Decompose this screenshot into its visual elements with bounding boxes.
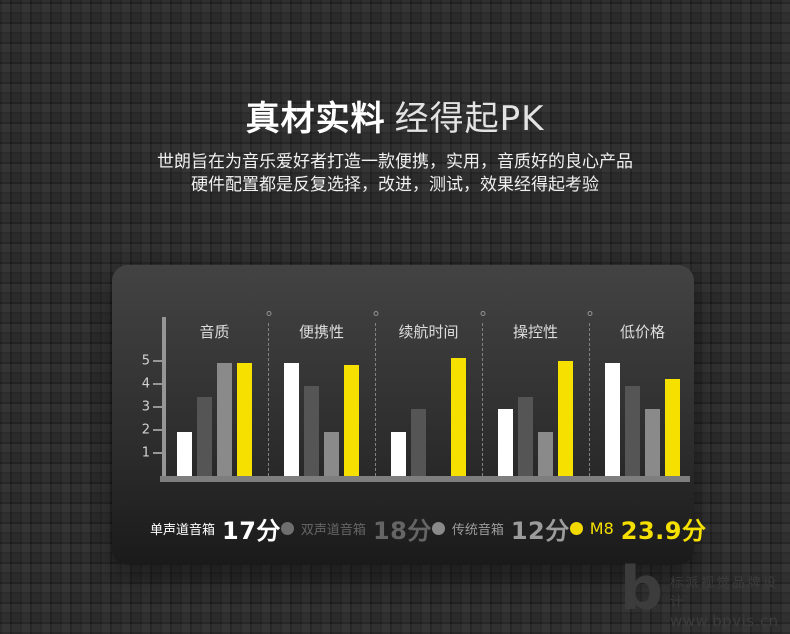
y-tick-mark bbox=[153, 360, 162, 362]
category-label: 续航时间 bbox=[398, 323, 459, 341]
group-separator bbox=[589, 323, 590, 476]
header: 真材实料 经得起PK 世朗旨在为音乐爱好者打造一款便携，实用，音质好的良心产品 硬… bbox=[0, 100, 790, 197]
bar bbox=[498, 409, 513, 478]
y-tick-mark bbox=[153, 406, 162, 408]
y-tick-label: 2 bbox=[141, 422, 150, 438]
group-separator bbox=[375, 323, 376, 476]
bar bbox=[518, 397, 533, 478]
legend-dot-icon bbox=[280, 521, 294, 535]
bar bbox=[665, 379, 680, 478]
separator-circle bbox=[587, 311, 592, 316]
bar bbox=[538, 432, 553, 478]
bar bbox=[344, 365, 359, 478]
separator-circle bbox=[266, 311, 271, 316]
bar bbox=[605, 363, 620, 478]
category-label: 便携性 bbox=[298, 323, 345, 341]
bar bbox=[645, 409, 660, 478]
category-label: 操控性 bbox=[512, 323, 559, 341]
legend-score: 23.9分 bbox=[620, 516, 707, 545]
subtitle-line-1: 世朗旨在为音乐爱好者打造一款便携，实用，音质好的良心产品 bbox=[157, 152, 633, 172]
subtitle: 世朗旨在为音乐爱好者打造一款便携，实用，音质好的良心产品 硬件配置都是反复选择，… bbox=[0, 151, 790, 197]
legend-dot-icon bbox=[569, 521, 583, 535]
bar bbox=[177, 432, 192, 478]
y-tick-mark bbox=[153, 429, 162, 431]
legend-item: 单声道音箱 17分 bbox=[150, 511, 281, 546]
legend-item: 传统音箱 12分 bbox=[431, 511, 570, 546]
y-tick-label: 5 bbox=[141, 353, 150, 369]
brand-name: 标派视觉品牌设计 bbox=[669, 576, 779, 610]
bar bbox=[625, 386, 640, 478]
bar bbox=[411, 409, 426, 478]
legend-name: 双声道音箱 bbox=[300, 522, 366, 538]
bar bbox=[324, 432, 339, 478]
legend-name: 传统音箱 bbox=[451, 522, 504, 538]
y-tick-mark bbox=[153, 383, 162, 385]
y-tick-mark bbox=[153, 452, 162, 454]
y-tick-label: 1 bbox=[141, 445, 150, 461]
legend-item: M8 23.9分 bbox=[569, 511, 707, 546]
legend-dot-icon bbox=[431, 521, 445, 535]
title-light: 经得起PK bbox=[394, 99, 545, 139]
watermark: b 标派视觉品牌设计 www.bpvis.cn bbox=[620, 554, 790, 630]
separator-circle bbox=[480, 311, 485, 316]
title-bold: 真材实料 bbox=[245, 99, 386, 139]
category-label: 低价格 bbox=[619, 323, 666, 341]
legend-score: 12分 bbox=[510, 516, 570, 545]
subtitle-line-2: 硬件配置都是反复选择，改进，测试，效果经得起考验 bbox=[191, 175, 599, 195]
legend-score: 17分 bbox=[222, 516, 281, 545]
comparison-chart-panel: 5 4 3 2 1 音质 便携性 续航时间 操控性 低价格 单声道音箱 17分 双声道音箱 18分 传统音… bbox=[112, 265, 706, 565]
legend-name: 单声道音箱 bbox=[150, 522, 216, 538]
y-tick-label: 3 bbox=[141, 399, 150, 415]
bar bbox=[391, 432, 406, 478]
bar-chart: 5 4 3 2 1 音质 便携性 续航时间 操控性 低价格 bbox=[112, 265, 694, 565]
group-separator bbox=[268, 323, 269, 476]
brand-logo: b bbox=[620, 554, 663, 624]
bar bbox=[558, 361, 573, 478]
bar bbox=[304, 386, 319, 478]
chart-legend: 单声道音箱 17分 双声道音箱 18分 传统音箱 12分 M8 23.9分 bbox=[112, 507, 706, 549]
brand-url: www.bpvis.cn bbox=[669, 612, 779, 630]
x-axis-baseline bbox=[160, 476, 690, 482]
category-label: 音质 bbox=[199, 323, 230, 341]
legend-score: 18分 bbox=[372, 516, 432, 545]
brand-text: 标派视觉品牌设计 www.bpvis.cn bbox=[670, 566, 790, 630]
y-tick-label: 4 bbox=[141, 376, 150, 392]
bar bbox=[197, 397, 212, 478]
legend-name: M8 bbox=[589, 518, 614, 538]
y-axis-line bbox=[162, 317, 166, 478]
bar bbox=[237, 363, 252, 478]
group-separator bbox=[482, 323, 483, 476]
legend-item: 双声道音箱 18分 bbox=[280, 511, 432, 546]
separator-circle bbox=[373, 311, 378, 316]
page-title: 真材实料 经得起PK bbox=[0, 100, 790, 138]
bar bbox=[217, 363, 232, 478]
bar bbox=[451, 358, 466, 478]
bar bbox=[284, 363, 299, 478]
